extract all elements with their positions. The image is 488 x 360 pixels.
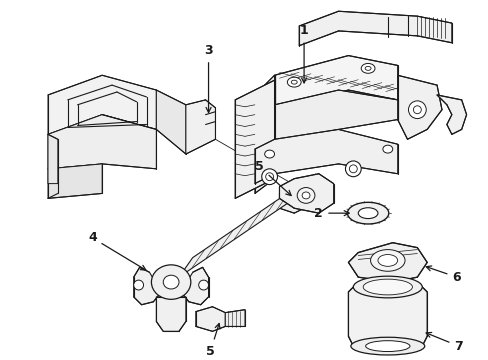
Text: 5: 5 [206,324,220,357]
Ellipse shape [265,173,273,181]
Polygon shape [299,11,451,46]
Polygon shape [179,174,315,277]
Polygon shape [347,243,427,282]
Ellipse shape [365,66,370,70]
Ellipse shape [407,101,426,118]
Ellipse shape [163,275,179,289]
Ellipse shape [287,77,301,87]
Ellipse shape [382,145,392,153]
Ellipse shape [358,208,377,219]
Ellipse shape [363,279,411,295]
Polygon shape [347,287,427,346]
Ellipse shape [350,337,424,355]
Text: 6: 6 [426,266,460,284]
Polygon shape [156,297,185,331]
Ellipse shape [370,249,404,271]
Polygon shape [48,134,58,184]
Text: 2: 2 [314,207,348,220]
Text: 1: 1 [299,24,308,83]
Polygon shape [274,90,397,144]
Polygon shape [48,114,156,169]
Text: 7: 7 [425,333,462,352]
Ellipse shape [361,63,374,73]
Polygon shape [397,75,441,139]
Polygon shape [254,130,397,184]
Polygon shape [195,307,225,331]
Ellipse shape [291,80,297,84]
Text: 5: 5 [255,160,290,195]
Ellipse shape [264,150,274,158]
Ellipse shape [366,280,407,294]
Polygon shape [279,174,333,213]
Polygon shape [254,75,274,193]
Ellipse shape [198,280,208,290]
Polygon shape [133,267,161,305]
Polygon shape [279,189,304,213]
Ellipse shape [349,165,357,173]
Polygon shape [181,267,208,305]
Polygon shape [156,90,185,154]
Polygon shape [274,55,397,110]
Polygon shape [225,310,244,327]
Polygon shape [304,193,323,208]
Ellipse shape [353,276,422,298]
Ellipse shape [377,255,397,266]
Ellipse shape [297,188,314,203]
Polygon shape [235,80,274,198]
Ellipse shape [261,169,277,185]
Ellipse shape [133,280,143,290]
Polygon shape [48,164,102,198]
Polygon shape [48,75,156,134]
Ellipse shape [302,192,309,199]
Ellipse shape [345,161,361,177]
Polygon shape [436,95,466,134]
Polygon shape [185,100,215,154]
Ellipse shape [412,106,421,114]
Ellipse shape [151,265,190,299]
Ellipse shape [365,341,409,351]
Text: 3: 3 [204,44,212,112]
Ellipse shape [346,202,388,224]
Text: 4: 4 [88,231,145,270]
